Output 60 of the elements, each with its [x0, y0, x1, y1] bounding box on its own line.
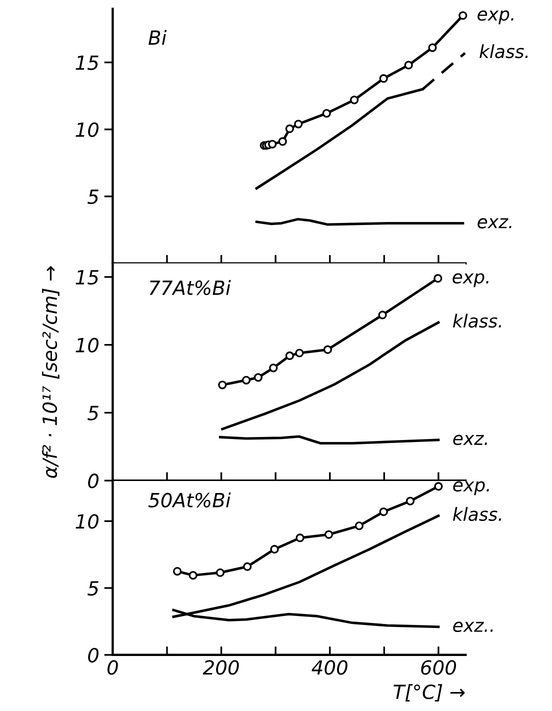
- point: [269, 364, 278, 372]
- point: [285, 351, 294, 360]
- point: [434, 274, 442, 283]
- point: [295, 348, 304, 358]
- point: [278, 137, 287, 146]
- series-label: exp.: [452, 273, 488, 288]
- y-tick-label: 5: [88, 190, 98, 204]
- point: [406, 496, 415, 506]
- y-tick-label: 15: [76, 56, 98, 70]
- point: [350, 96, 359, 104]
- x-tick-label: 400: [312, 660, 348, 675]
- series-label: exz.: [453, 434, 487, 446]
- x-tick-label: 600: [421, 660, 456, 675]
- point: [268, 140, 277, 148]
- y-tick-label: 5: [88, 581, 98, 596]
- point: [404, 60, 413, 70]
- point: [294, 120, 303, 128]
- point: [322, 109, 331, 118]
- point: [242, 376, 251, 384]
- x-tick-label: 0: [107, 660, 118, 675]
- point: [379, 507, 388, 516]
- y-tick-label: 0: [88, 474, 99, 488]
- x-axis-title: T[°C] →: [394, 684, 465, 702]
- series-label: klass.: [452, 507, 502, 522]
- chart-title: 50At%Bi: [148, 492, 231, 508]
- y-tick-label: 0: [88, 648, 99, 663]
- series-label: exp.: [453, 481, 489, 496]
- point: [216, 568, 225, 577]
- line-series: [221, 321, 440, 430]
- y-tick-label: 10: [76, 122, 99, 138]
- point: [285, 124, 294, 134]
- point: [428, 43, 437, 52]
- line-series: [218, 435, 440, 445]
- x-tick-label: 200: [202, 660, 239, 675]
- point: [243, 562, 252, 571]
- point: [323, 345, 332, 354]
- point: [296, 534, 304, 542]
- point: [354, 522, 364, 530]
- y-tick-label: 15: [76, 270, 98, 285]
- point: [458, 11, 468, 20]
- point: [379, 74, 388, 83]
- series-label: exp.: [478, 10, 514, 24]
- point: [218, 380, 227, 390]
- series-label: klass.: [452, 314, 502, 328]
- series-label: klass.: [480, 44, 528, 58]
- text: Bi: [148, 30, 167, 45]
- series-label: exz.: [478, 218, 512, 228]
- point: [324, 530, 334, 539]
- series-label: exz..: [453, 622, 493, 632]
- point: [173, 566, 182, 576]
- y-tick-label: 10: [76, 514, 99, 529]
- text: 77At%Bi: [150, 280, 231, 296]
- point: [434, 482, 443, 491]
- point: [378, 310, 387, 320]
- y-tick-label: 5: [88, 406, 98, 420]
- point: [188, 571, 198, 580]
- y-axis-title: α/f² · 10¹⁷ [sec²/cm] →: [42, 266, 60, 478]
- y-tick-label: 10: [76, 338, 99, 353]
- point: [254, 373, 263, 382]
- point: [270, 544, 279, 554]
